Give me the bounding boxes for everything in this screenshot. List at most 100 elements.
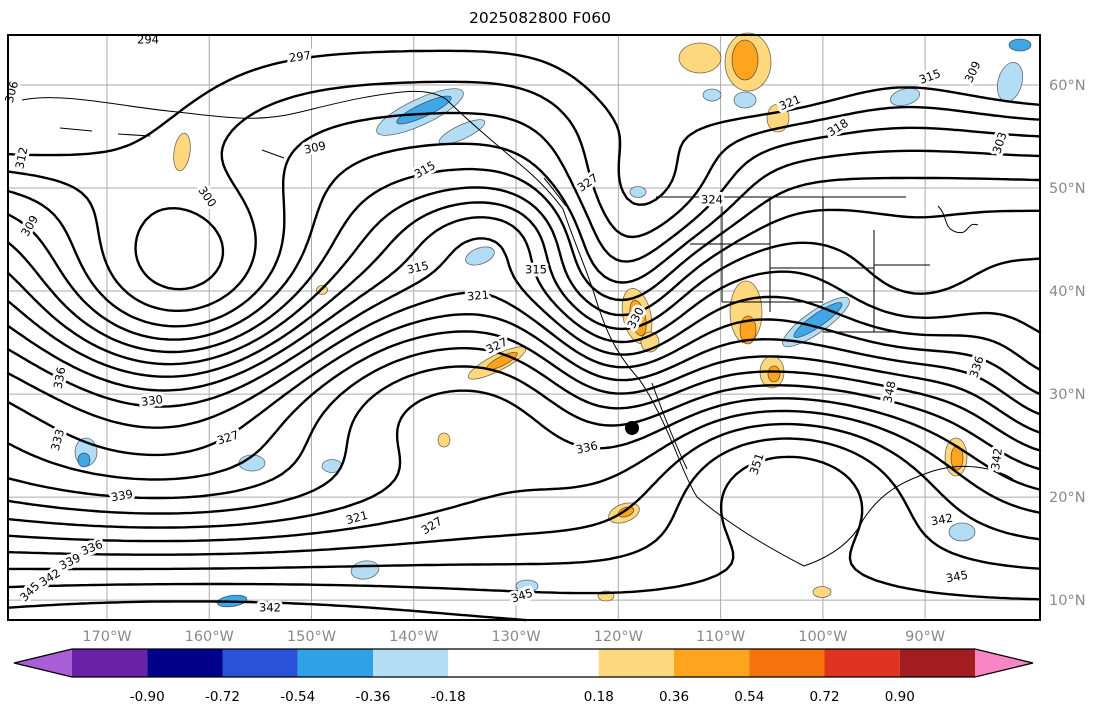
- colorbar-segment: [598, 649, 674, 677]
- shading-patch: [173, 132, 191, 172]
- contour-label: 315: [917, 66, 942, 87]
- plot-border: [7, 34, 1041, 621]
- contour-line: [6, 330, 1042, 481]
- contour-label: 315: [525, 263, 547, 277]
- colorbar-tick-label: -0.36: [356, 689, 391, 705]
- colorbar-left-arrow: [14, 649, 72, 677]
- colorbar-segment: [147, 649, 223, 677]
- shading-patch: [438, 119, 486, 145]
- contour-line: [6, 291, 1042, 429]
- shading-patch: [77, 452, 91, 468]
- x-tick-label: 90°W: [905, 629, 945, 645]
- shading-patch: [678, 42, 722, 74]
- x-tick-label: 130°W: [491, 629, 540, 645]
- colorbar-segment: [72, 649, 148, 677]
- contour-label: 327: [215, 427, 240, 447]
- x-tick-label: 100°W: [798, 629, 847, 645]
- y-tick-label: 50°N: [1049, 181, 1086, 197]
- contour-label: 336: [575, 438, 599, 456]
- y-tick-label: 40°N: [1049, 284, 1086, 300]
- contour-label: 342: [930, 511, 954, 529]
- x-tick-label: 140°W: [389, 629, 438, 645]
- contour-label: 315: [412, 158, 438, 181]
- shading-patch: [793, 302, 843, 338]
- contour-line: [6, 237, 1042, 408]
- contour-line: [6, 409, 1042, 543]
- x-tick-label: 160°W: [185, 629, 234, 645]
- contour-label: 312: [12, 146, 30, 170]
- shading-patch: [767, 365, 781, 383]
- contour-label: 342: [259, 601, 281, 615]
- shading-patch: [733, 91, 757, 109]
- colorbar-segment: [222, 649, 298, 677]
- y-tick-label: 20°N: [1049, 490, 1086, 506]
- contour-line: [6, 142, 1042, 341]
- colorbar-segment: [373, 649, 449, 677]
- shading-patch: [731, 39, 759, 81]
- colorbar-segment: [899, 649, 975, 677]
- contour-label: 321: [777, 92, 803, 113]
- contour-label: 327: [419, 514, 445, 538]
- contour-label: 351: [746, 451, 766, 476]
- contour-line: [6, 389, 1042, 529]
- coastline-border: [937, 205, 979, 234]
- coastline-border: [445, 98, 564, 210]
- contour-line: [6, 347, 1042, 500]
- contour-label: 342: [988, 447, 1005, 471]
- contour-line: [6, 216, 1042, 392]
- shading-patch: [812, 586, 832, 598]
- contour-line: [6, 600, 528, 622]
- contour-line: [6, 422, 1042, 556]
- contour-line: [6, 437, 1042, 571]
- colorbar-tick-label: -0.54: [280, 689, 315, 705]
- y-tick-label: 60°N: [1049, 78, 1086, 94]
- contour-label: 345: [945, 568, 969, 586]
- contour-label: 321: [466, 288, 489, 304]
- colorbar-tick-label: -0.72: [205, 689, 240, 705]
- contour-line: [6, 167, 1042, 354]
- shading-patch: [948, 522, 976, 542]
- colorbar-segment: [297, 649, 373, 677]
- contour-line: [6, 365, 1042, 515]
- contour-line: [6, 455, 1042, 601]
- contour-label: 324: [701, 193, 723, 207]
- colorbar-tick-label: 0.54: [734, 689, 764, 705]
- contour-label: 339: [110, 487, 134, 505]
- contour-label: 297: [288, 48, 312, 65]
- colorbar-segment: [674, 649, 750, 677]
- contour-label: 315: [406, 258, 430, 276]
- x-tick-label: 150°W: [287, 629, 336, 645]
- colorbar-tick-label: 0.72: [809, 689, 839, 705]
- shading-patch: [702, 88, 722, 102]
- colorbar-tick-label: 0.18: [584, 689, 614, 705]
- shading-patch: [465, 246, 495, 266]
- contour-line: [6, 80, 1042, 312]
- contour-label: 309: [18, 213, 41, 239]
- shading-patch: [350, 560, 380, 580]
- shading-patch: [437, 432, 451, 448]
- coastline-border: [803, 465, 1014, 567]
- x-tick-label: 110°W: [696, 629, 745, 645]
- colorbar-segment: [749, 649, 825, 677]
- y-tick-label: 10°N: [1049, 593, 1086, 609]
- coastline-border: [543, 177, 567, 207]
- contour-line: [6, 201, 1042, 378]
- shading-patch: [996, 62, 1024, 102]
- colorbar-segment: [824, 649, 900, 677]
- contour-line: [6, 186, 1042, 366]
- contour-label: 345: [509, 585, 534, 605]
- contour-label: 336: [966, 354, 986, 379]
- coastline-border: [696, 496, 805, 567]
- contour-line: [6, 111, 1042, 328]
- coastline-border: [21, 90, 447, 119]
- shading-patch: [1008, 38, 1032, 52]
- contour-label: 330: [140, 392, 164, 409]
- observation-dot: [625, 421, 639, 435]
- shading-patch: [739, 315, 757, 345]
- x-tick-label: 170°W: [82, 629, 131, 645]
- colorbar-outline: [13, 648, 1034, 678]
- contour-label: 321: [344, 508, 369, 527]
- contour-label: 306: [2, 79, 21, 104]
